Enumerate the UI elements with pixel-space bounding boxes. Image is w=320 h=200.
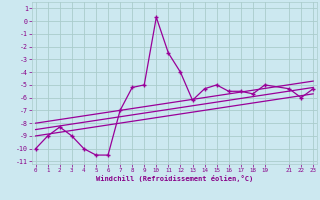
X-axis label: Windchill (Refroidissement éolien,°C): Windchill (Refroidissement éolien,°C) (96, 175, 253, 182)
